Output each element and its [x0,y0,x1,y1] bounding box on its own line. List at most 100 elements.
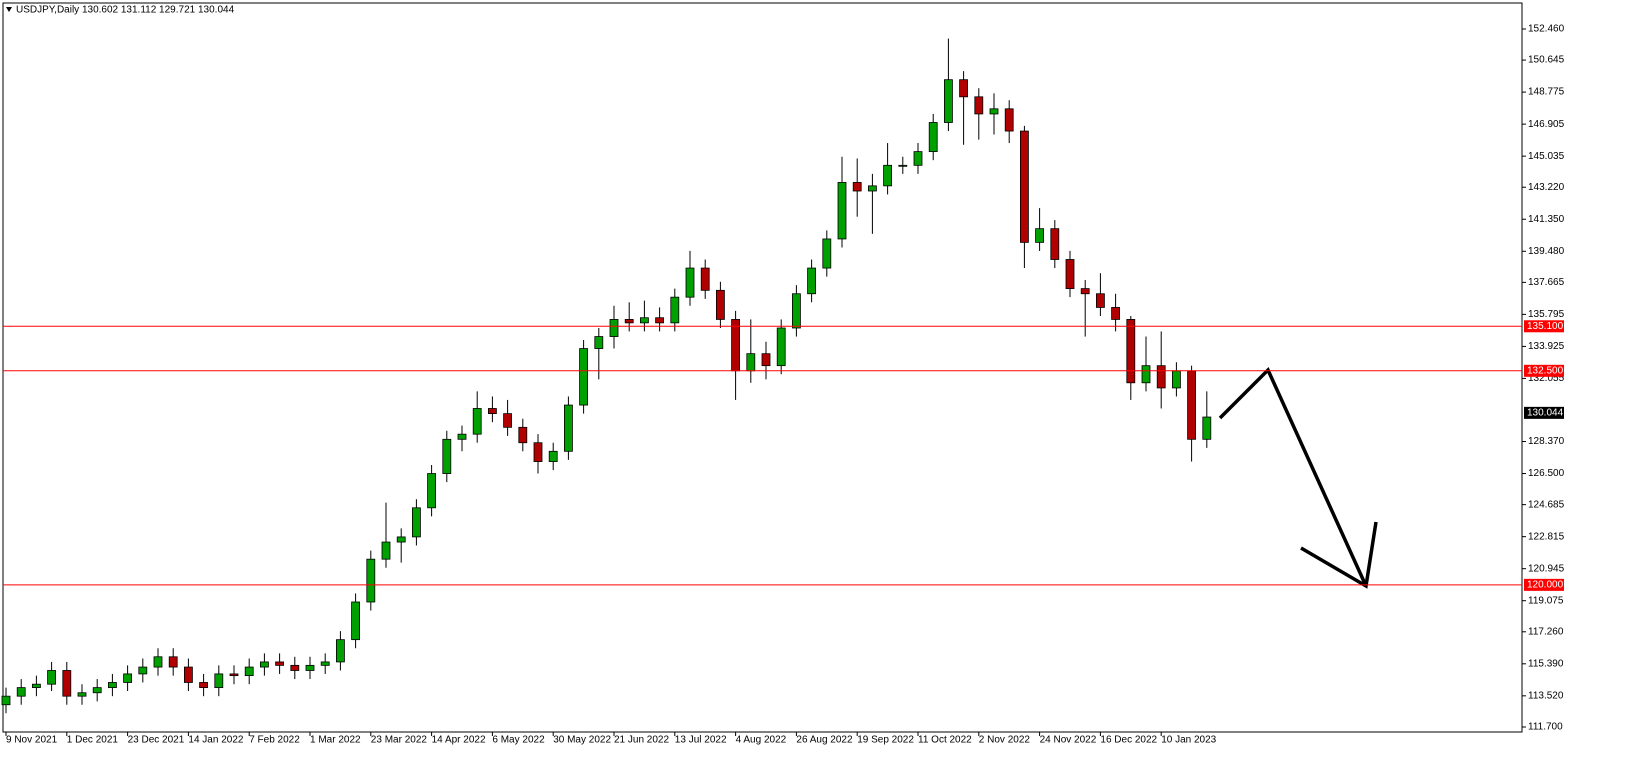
candle-down [1080,288,1090,295]
candle-up [944,79,953,123]
y-tick-label: 113.520 [1528,690,1564,701]
y-tick-label: 152.460 [1528,24,1565,35]
candle-down [229,673,239,677]
candle-up [1141,365,1151,384]
candle-down [183,666,193,683]
candle-down [1187,370,1196,440]
y-tick-label: 137.665 [1528,277,1565,288]
candle-up [472,408,482,435]
x-tick-label: 9 Nov 2021 [6,735,58,746]
x-tick-label: 1 Dec 2021 [67,735,119,746]
candle-up [77,692,87,697]
x-tick-label: 30 May 2022 [553,735,611,746]
candle-up [776,327,786,367]
x-tick-label: 16 Dec 2022 [1100,735,1157,746]
candle-down [1111,307,1120,320]
candle-down [1126,319,1136,384]
y-tick-label: 122.815 [1528,531,1565,542]
y-tick-label: 145.035 [1528,151,1565,162]
candle-down [852,182,862,192]
x-tick-label: 21 Jun 2022 [614,735,669,746]
x-tick-label: 14 Jan 2022 [188,735,243,746]
candle-down [974,96,984,115]
candle-up [244,666,254,677]
current-price-box [1524,406,1564,419]
candle-up [351,601,361,641]
y-tick-label: 133.925 [1528,341,1565,352]
candle-up [427,473,437,509]
x-tick-label: 26 Aug 2022 [796,735,853,746]
candle-down [1065,259,1075,290]
candle-up [837,182,847,240]
candle-up [123,673,132,683]
y-tick-label: 126.500 [1528,468,1565,479]
candle-up [138,666,148,675]
level-label-box [1524,364,1564,377]
y-tick-label: 124.685 [1528,499,1565,510]
candle-up [47,670,56,685]
y-tick-label: 120.945 [1528,563,1565,574]
candle-down [168,656,178,668]
y-tick-label: 117.260 [1528,626,1564,637]
candle-down [716,289,725,320]
x-tick-label: 23 Mar 2022 [371,735,428,746]
x-tick-label: 14 Apr 2022 [432,735,486,746]
level-label: 135.100 [1527,321,1564,332]
candle-up [1172,370,1181,389]
candle-up [640,317,649,324]
candle-up [32,683,41,689]
candle-up [670,296,680,324]
candle-down [1050,228,1060,260]
candle-up [259,661,269,668]
candle-up [868,185,877,192]
candle-up [411,507,421,538]
level-label: 120.000 [1527,580,1564,591]
x-tick-label: 2 Nov 2022 [979,735,1031,746]
x-tick-label: 10 Jan 2023 [1161,735,1216,746]
candle-up [1,695,11,706]
chart-title: USDJPY,Daily 130.602 131.112 129.721 130… [16,5,235,16]
candle-up [883,164,892,187]
x-tick-label: 1 Mar 2022 [310,735,361,746]
candle-up [320,661,330,666]
trend-arrow [1218,366,1378,589]
candle-down [1156,365,1166,389]
plot-frame [2,2,1523,733]
candle-down [700,267,710,291]
x-tick-label: 24 Nov 2022 [1040,735,1097,746]
candle-down [731,319,740,372]
level-label-box [1524,578,1564,591]
y-tick-label: 139.480 [1528,246,1565,257]
candle-down [199,682,209,689]
candle-down [624,319,634,324]
y-tick-label: 135.795 [1528,309,1565,320]
candle-down [959,79,968,98]
candle-down [1096,293,1105,308]
candle-up [609,319,619,337]
x-tick-label: 19 Sep 2022 [857,735,914,746]
candle-up [305,664,315,671]
current-price-label: 130.044 [1527,408,1564,419]
level-label: 132.500 [1527,365,1564,376]
y-tick-label: 148.775 [1528,87,1565,98]
x-tick-label: 7 Feb 2022 [249,735,300,746]
candle-up [153,656,163,668]
candle-up [457,433,467,440]
candle-up [989,108,999,115]
y-tick-label: 115.390 [1528,658,1564,669]
candle-up [92,687,102,694]
x-tick-label: 13 Jul 2022 [675,735,727,746]
candle-down [655,317,664,324]
candle-up [396,536,406,543]
candle-down [1004,108,1014,132]
candle-down [503,413,513,428]
candle-down [533,442,543,462]
candle-up [564,404,573,452]
x-tick-label: 23 Dec 2021 [128,735,185,746]
candle-down [275,661,285,666]
y-tick-label: 119.075 [1528,595,1564,606]
candle-up [108,682,117,689]
y-tick-label: 132.055 [1528,373,1565,384]
